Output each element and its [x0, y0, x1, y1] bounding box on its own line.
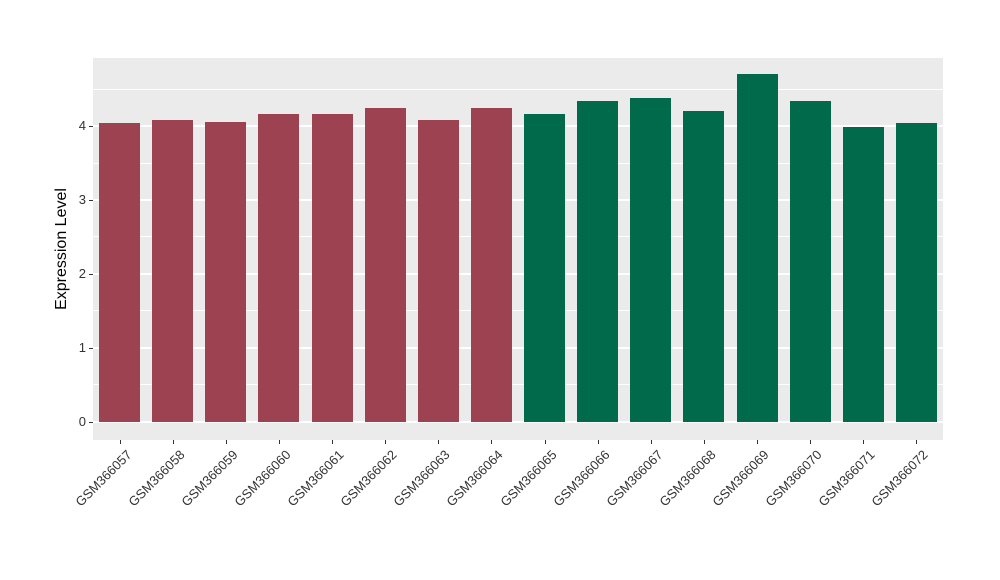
x-tick-label: GSM366059 [178, 447, 241, 510]
bar [364, 107, 406, 422]
x-tick-label: GSM366067 [603, 447, 666, 510]
x-tick-mark [119, 440, 121, 444]
major-gridline [93, 125, 943, 128]
x-tick-label: GSM366066 [550, 447, 613, 510]
bar [736, 73, 778, 422]
bar [630, 97, 672, 422]
x-tick-label: GSM366061 [284, 447, 347, 510]
x-tick-mark [703, 440, 705, 444]
bar [99, 123, 141, 422]
y-tick-label: 0 [78, 413, 86, 429]
x-tick-mark [491, 440, 493, 444]
x-tick-label: GSM366070 [762, 447, 825, 510]
bar [417, 120, 459, 422]
y-tick-label: 1 [78, 339, 86, 355]
major-gridline [93, 420, 943, 423]
x-tick-mark [385, 440, 387, 444]
minor-gridline [93, 88, 943, 90]
x-tick-label: GSM366062 [337, 447, 400, 510]
x-tick-mark [438, 440, 440, 444]
x-tick-label: GSM366071 [815, 447, 878, 510]
plot-panel [93, 58, 943, 440]
y-tick-label: 3 [78, 192, 86, 207]
major-gridline [93, 272, 943, 275]
bar [895, 123, 937, 422]
y-tick-mark [89, 126, 93, 128]
y-tick-mark [89, 347, 93, 349]
x-tick-mark [225, 440, 227, 444]
x-tick-mark [810, 440, 812, 444]
minor-gridline [93, 162, 943, 164]
x-tick-mark [597, 440, 599, 444]
bar [524, 114, 566, 422]
y-tick-mark [89, 200, 93, 201]
x-tick-label: GSM366060 [231, 447, 294, 510]
x-tick-label: GSM366063 [390, 447, 453, 510]
x-tick-label: GSM366069 [709, 447, 772, 510]
x-tick-label: GSM366068 [656, 447, 719, 510]
bar [152, 120, 194, 422]
bar [842, 126, 884, 422]
x-tick-label: GSM366072 [868, 447, 932, 510]
x-tick-label: GSM366064 [443, 447, 507, 510]
y-tick-label: 4 [78, 118, 86, 134]
bar [577, 100, 619, 422]
bar [683, 111, 725, 422]
x-tick-label: GSM366065 [496, 447, 560, 510]
bar [205, 121, 247, 422]
x-tick-label: GSM366058 [125, 447, 188, 510]
minor-gridline [93, 236, 943, 238]
x-tick-mark [332, 440, 334, 444]
bar [470, 107, 512, 422]
x-tick-mark [916, 440, 918, 444]
x-tick-mark [172, 440, 174, 444]
x-tick-mark [544, 440, 546, 444]
minor-gridline [93, 384, 943, 386]
major-gridline [93, 346, 943, 349]
x-tick-mark [757, 440, 759, 444]
x-tick-mark [863, 440, 865, 444]
y-tick-label: 2 [78, 265, 86, 281]
minor-gridline [93, 310, 943, 312]
bar [789, 100, 831, 422]
x-tick-mark [650, 440, 652, 444]
x-tick-label: GSM366057 [71, 447, 135, 510]
bar [258, 114, 300, 422]
y-tick-mark [89, 421, 93, 423]
major-gridline [93, 199, 943, 201]
y-tick-mark [89, 273, 93, 275]
bar [311, 114, 353, 422]
x-tick-mark [278, 440, 280, 444]
